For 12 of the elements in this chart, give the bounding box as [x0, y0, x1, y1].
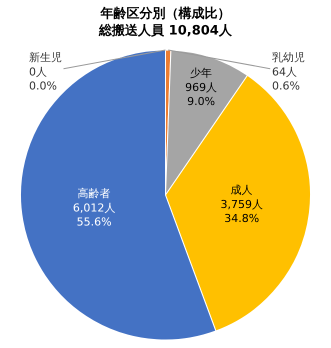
category-label: 新生児 [29, 51, 62, 64]
slice-label: 乳幼児 [272, 51, 305, 64]
text: 0人 0.0% [29, 65, 57, 93]
data-label: 3,759人 34.8% [220, 198, 263, 226]
data-label: 6,012人 55.6% [72, 201, 116, 229]
chart-subtitle: 総搬送人員 10,804人 [98, 23, 233, 38]
slice-label: 成人 [230, 184, 253, 197]
slice-label: 少年 [190, 66, 212, 80]
chart-title: 年齢区分別（構成比） [100, 6, 230, 22]
data-label: 969人 9.0% [185, 80, 218, 108]
data-label: 64人 0.6% [272, 65, 300, 93]
slice-label: 高齢者 [78, 186, 111, 200]
